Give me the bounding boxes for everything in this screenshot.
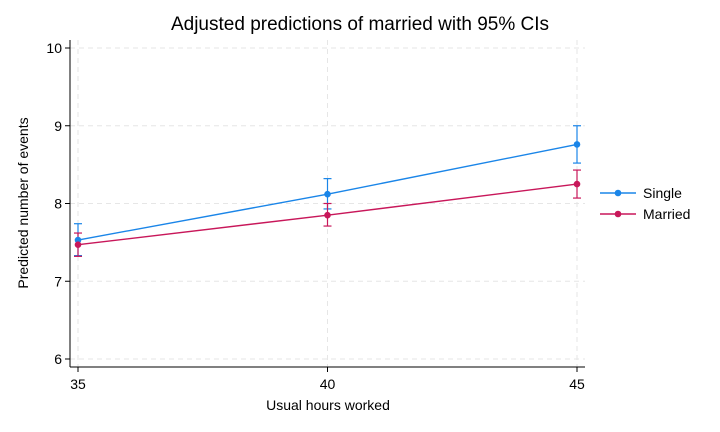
x-tick-label-45: 45	[569, 376, 585, 392]
legend: Single Married	[600, 185, 690, 222]
married-point-40	[324, 211, 331, 219]
series-points	[74, 141, 581, 249]
single-point-45	[573, 141, 581, 148]
y-tick-label-6: 6	[54, 351, 62, 367]
married-point-35	[74, 241, 82, 249]
axes: 6 7 8 9 10 35 40 45	[46, 40, 585, 392]
single-point-35	[74, 236, 82, 244]
legend-label-married: Married	[643, 206, 690, 222]
single-point-40	[324, 190, 331, 198]
legend-item-married: Married	[600, 206, 690, 222]
legend-item-single: Single	[600, 185, 682, 201]
legend-marker-married	[614, 210, 622, 218]
y-tick-label-9: 9	[54, 118, 62, 134]
legend-label-single: Single	[643, 185, 682, 201]
legend-marker-single	[614, 189, 622, 197]
y-tick-label-7: 7	[54, 273, 62, 289]
chart-title: Adjusted predictions of married with 95%…	[171, 14, 549, 35]
y-tick-label-8: 8	[54, 196, 62, 212]
y-axis-label: Predicted number of events	[15, 117, 31, 288]
married-point-45	[573, 180, 581, 188]
x-axis-label: Usual hours worked	[266, 397, 390, 413]
x-tick-label-40: 40	[320, 376, 336, 392]
y-tick-label-10: 10	[46, 40, 62, 56]
x-tick-label-35: 35	[70, 376, 86, 392]
